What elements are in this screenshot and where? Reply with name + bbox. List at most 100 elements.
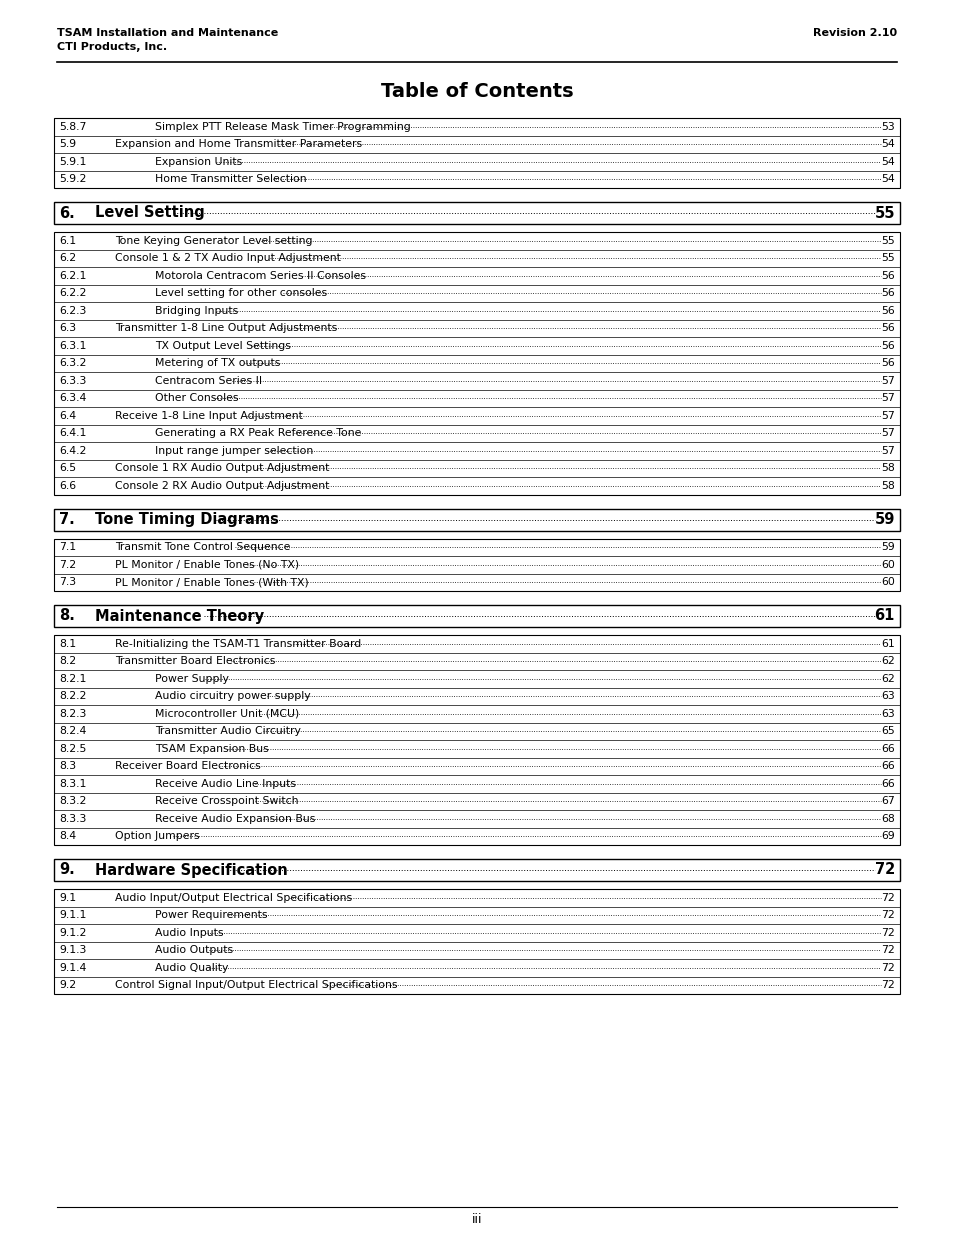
Text: 66: 66 — [881, 779, 894, 789]
Text: 8.3.3: 8.3.3 — [59, 814, 87, 824]
Text: Other Consoles: Other Consoles — [154, 393, 238, 404]
Text: 6.: 6. — [59, 205, 74, 221]
Text: 8.3: 8.3 — [59, 761, 76, 771]
Text: 68: 68 — [881, 814, 894, 824]
Text: Expansion and Home Transmitter Parameters: Expansion and Home Transmitter Parameter… — [115, 140, 362, 149]
Text: Tone Keying Generator Level setting: Tone Keying Generator Level setting — [115, 236, 313, 246]
Bar — [54, 509, 899, 531]
Text: 57: 57 — [881, 375, 894, 385]
Text: Audio Input/Output Electrical Specifications: Audio Input/Output Electrical Specificat… — [115, 893, 352, 903]
Text: 6.4: 6.4 — [59, 411, 76, 421]
Text: Receive 1-8 Line Input Adjustment: Receive 1-8 Line Input Adjustment — [115, 411, 302, 421]
Text: 72: 72 — [881, 893, 894, 903]
Text: 7.1: 7.1 — [59, 542, 76, 552]
Text: 72: 72 — [881, 927, 894, 937]
Text: 55: 55 — [881, 236, 894, 246]
Text: Motorola Centracom Series II Consoles: Motorola Centracom Series II Consoles — [154, 270, 366, 280]
Text: 56: 56 — [881, 306, 894, 316]
Text: 9.2: 9.2 — [59, 981, 76, 990]
Text: 66: 66 — [881, 743, 894, 753]
Text: 66: 66 — [881, 761, 894, 771]
Text: TSAM Expansion Bus: TSAM Expansion Bus — [154, 743, 269, 753]
Text: 59: 59 — [874, 513, 894, 527]
Text: 54: 54 — [881, 140, 894, 149]
Text: 56: 56 — [881, 288, 894, 298]
Text: PL Monitor / Enable Tones (With TX): PL Monitor / Enable Tones (With TX) — [115, 577, 309, 588]
Text: 60: 60 — [881, 577, 894, 588]
Text: 59: 59 — [881, 542, 894, 552]
Text: 6.3.3: 6.3.3 — [59, 375, 87, 385]
Text: Receive Audio Expansion Bus: Receive Audio Expansion Bus — [154, 814, 315, 824]
Text: 6.4.2: 6.4.2 — [59, 446, 87, 456]
Text: 57: 57 — [881, 429, 894, 438]
Text: Audio Quality: Audio Quality — [154, 963, 228, 973]
Text: Centracom Series II: Centracom Series II — [154, 375, 262, 385]
Text: 8.2.2: 8.2.2 — [59, 692, 87, 701]
Text: Receiver Board Electronics: Receiver Board Electronics — [115, 761, 260, 771]
Text: 54: 54 — [881, 157, 894, 167]
Text: Home Transmitter Selection: Home Transmitter Selection — [154, 174, 306, 184]
Text: 9.1.2: 9.1.2 — [59, 927, 87, 937]
Text: Audio Outputs: Audio Outputs — [154, 945, 233, 955]
Text: 6.2.1: 6.2.1 — [59, 270, 87, 280]
Text: iii: iii — [471, 1213, 482, 1226]
Bar — [54, 889, 899, 994]
Text: 62: 62 — [881, 674, 894, 684]
Text: 63: 63 — [881, 709, 894, 719]
Text: 8.2: 8.2 — [59, 656, 76, 666]
Text: Hardware Specification: Hardware Specification — [95, 862, 288, 878]
Text: 67: 67 — [881, 797, 894, 806]
Text: Metering of TX outputs: Metering of TX outputs — [154, 358, 280, 368]
Text: 8.1: 8.1 — [59, 638, 76, 648]
Text: 8.3.2: 8.3.2 — [59, 797, 87, 806]
Text: 72: 72 — [874, 862, 894, 878]
Text: Audio Inputs: Audio Inputs — [154, 927, 223, 937]
Text: TSAM Installation and Maintenance: TSAM Installation and Maintenance — [57, 28, 278, 38]
Text: Transmitter 1-8 Line Output Adjustments: Transmitter 1-8 Line Output Adjustments — [115, 324, 337, 333]
Text: 55: 55 — [874, 205, 894, 221]
Text: 7.2: 7.2 — [59, 559, 76, 569]
Text: 8.4: 8.4 — [59, 831, 76, 841]
Text: 8.: 8. — [59, 609, 74, 624]
Text: Transmit Tone Control Sequence: Transmit Tone Control Sequence — [115, 542, 290, 552]
Text: Power Supply: Power Supply — [154, 674, 229, 684]
Text: Level setting for other consoles: Level setting for other consoles — [154, 288, 327, 298]
Text: 9.1.1: 9.1.1 — [59, 910, 87, 920]
Text: 8.2.4: 8.2.4 — [59, 726, 87, 736]
Bar — [54, 635, 899, 845]
Text: 6.2.3: 6.2.3 — [59, 306, 87, 316]
Text: 8.2.3: 8.2.3 — [59, 709, 87, 719]
Text: Option Jumpers: Option Jumpers — [115, 831, 199, 841]
Text: 60: 60 — [881, 559, 894, 569]
Text: 6.4.1: 6.4.1 — [59, 429, 87, 438]
Text: Level Setting: Level Setting — [95, 205, 205, 221]
Text: 9.1.4: 9.1.4 — [59, 963, 87, 973]
Text: 53: 53 — [881, 122, 894, 132]
Text: 6.6: 6.6 — [59, 480, 76, 490]
Text: 58: 58 — [881, 463, 894, 473]
Text: 5.9.1: 5.9.1 — [59, 157, 87, 167]
Text: Tone Timing Diagrams: Tone Timing Diagrams — [95, 513, 278, 527]
Text: 61: 61 — [874, 609, 894, 624]
Text: 72: 72 — [881, 910, 894, 920]
Text: Console 1 & 2 TX Audio Input Adjustment: Console 1 & 2 TX Audio Input Adjustment — [115, 253, 340, 263]
Bar — [54, 232, 899, 494]
Text: 8.2.5: 8.2.5 — [59, 743, 87, 753]
Text: 56: 56 — [881, 341, 894, 351]
Text: 7.: 7. — [59, 513, 74, 527]
Text: TX Output Level Settings: TX Output Level Settings — [154, 341, 291, 351]
Text: 6.3.4: 6.3.4 — [59, 393, 87, 404]
Text: Receive Crosspoint Switch: Receive Crosspoint Switch — [154, 797, 298, 806]
Text: 57: 57 — [881, 411, 894, 421]
Text: 6.1: 6.1 — [59, 236, 76, 246]
Text: 5.8.7: 5.8.7 — [59, 122, 87, 132]
Text: 8.3.1: 8.3.1 — [59, 779, 87, 789]
Text: 6.5: 6.5 — [59, 463, 76, 473]
Text: 72: 72 — [881, 981, 894, 990]
Text: 55: 55 — [881, 253, 894, 263]
Text: Audio circuitry power supply: Audio circuitry power supply — [154, 692, 311, 701]
Text: Re-Initializing the TSAM-T1 Transmitter Board: Re-Initializing the TSAM-T1 Transmitter … — [115, 638, 361, 648]
Text: 6.3: 6.3 — [59, 324, 76, 333]
Text: 56: 56 — [881, 324, 894, 333]
Text: Simplex PTT Release Mask Timer Programming: Simplex PTT Release Mask Timer Programmi… — [154, 122, 411, 132]
